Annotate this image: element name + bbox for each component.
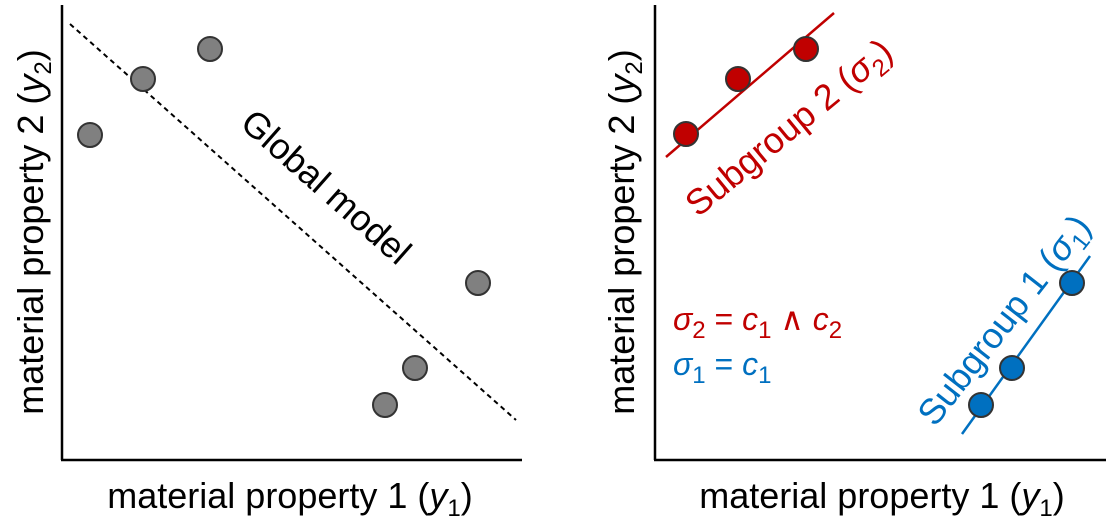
label-text: )	[601, 49, 642, 61]
eq-sub: 2	[829, 317, 842, 344]
label-text: Subgroup 2 (	[677, 60, 864, 224]
label-var: y	[10, 73, 51, 96]
subgroup-1-label: Subgroup 1 (σ1)	[909, 207, 1103, 437]
point	[673, 121, 699, 147]
eq-var: σ	[673, 301, 694, 337]
label-sub: 2	[30, 61, 57, 74]
x-axis-label: material property 1 (y1)	[699, 475, 1064, 522]
y-axis-label: material property 2 (y2)	[10, 49, 57, 414]
eq-sub: 1	[692, 362, 705, 389]
equation-1: σ1 = c1	[673, 346, 771, 389]
equation-2: σ2 = c1 ∧ c2	[673, 301, 842, 344]
eq-var: c	[813, 301, 829, 337]
point	[793, 36, 819, 62]
model-label: Global model	[233, 101, 419, 272]
label-var: y	[426, 475, 449, 516]
points	[77, 36, 491, 418]
eq-sub: 1	[758, 362, 771, 389]
point	[372, 392, 398, 418]
point	[465, 270, 491, 296]
label-text: )	[1053, 475, 1065, 516]
label-text: material property 1 (	[699, 475, 1021, 516]
point	[968, 392, 994, 418]
point	[1059, 270, 1085, 296]
eq-sub: 2	[692, 317, 705, 344]
left-panel: Global model material property 1 (y1) ma…	[10, 5, 522, 522]
point	[77, 122, 103, 148]
label-text: material property 2 (	[601, 93, 642, 415]
subgroup-1-points	[968, 270, 1085, 418]
eq-op: ∧	[771, 301, 812, 337]
point	[197, 36, 223, 62]
label-var: y	[601, 73, 642, 96]
label-sub: 1	[1039, 495, 1052, 522]
point	[130, 66, 156, 92]
label-text: )	[461, 475, 473, 516]
label-var: y	[1018, 475, 1041, 516]
eq-op: =	[706, 301, 742, 337]
eq-var: c	[742, 301, 758, 337]
eq-op: =	[706, 346, 742, 382]
label-text: material property 2 (	[10, 93, 51, 415]
eq-var: σ	[673, 346, 694, 382]
point	[725, 66, 751, 92]
label-text: material property 1 (	[107, 475, 429, 516]
y-axis-label: material property 2 (y2)	[601, 49, 648, 414]
point	[999, 355, 1025, 381]
subgroup-2-points	[673, 36, 819, 147]
x-axis-label: material property 1 (y1)	[107, 475, 472, 522]
label-text: )	[10, 49, 51, 61]
right-panel: Subgroup 2 (σ2) Subgroup 1 (σ1) σ2 = c1 …	[601, 5, 1106, 522]
subgroup-2-label: Subgroup 2 (σ2)	[677, 30, 904, 229]
point	[402, 355, 428, 381]
eq-sub: 1	[758, 317, 771, 344]
label-sub: 1	[447, 495, 460, 522]
label-sub: 2	[621, 61, 648, 74]
eq-var: c	[742, 346, 758, 382]
